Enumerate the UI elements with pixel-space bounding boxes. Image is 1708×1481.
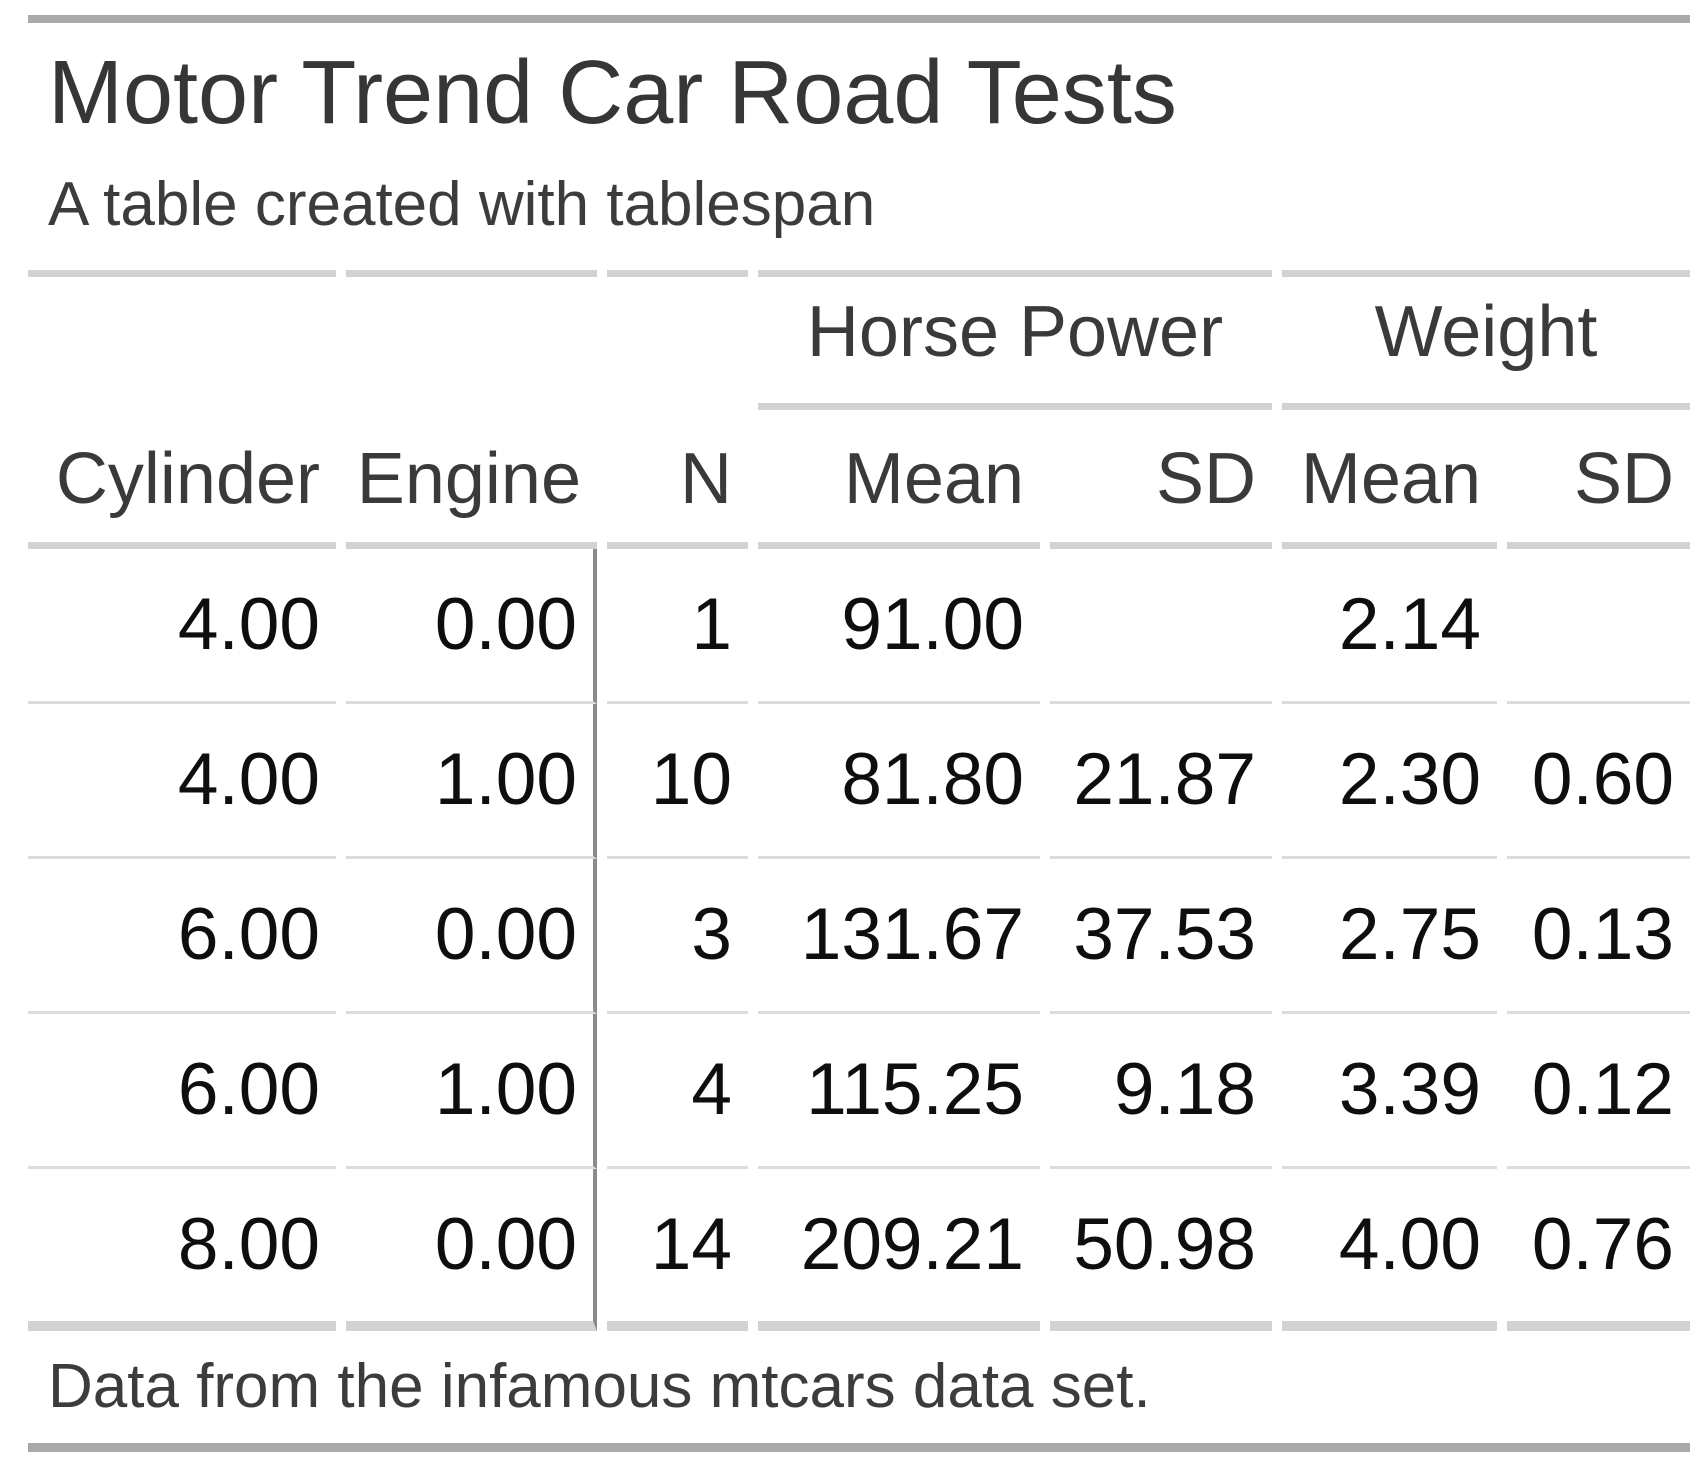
cell-wt-sd: 0.60 <box>1507 704 1690 859</box>
cell-hp-sd: 9.18 <box>1050 1014 1272 1169</box>
cell-hp-mean: 81.80 <box>758 704 1040 859</box>
table-footnote-block: Data from the infamous mtcars data set. <box>28 1331 1690 1452</box>
spanner-row: Horse Power Weight <box>28 270 1690 410</box>
cell-hp-sd <box>1050 549 1272 704</box>
cell-cylinder: 4.00 <box>28 549 336 704</box>
spanner-spacer <box>607 270 748 410</box>
mtcars-summary-table: Motor Trend Car Road Tests A table creat… <box>18 15 1700 1452</box>
cell-wt-sd: 0.12 <box>1507 1014 1690 1169</box>
cell-n: 3 <box>607 859 748 1014</box>
cell-engine: 0.00 <box>346 859 597 1014</box>
cell-n: 1 <box>607 549 748 704</box>
table-title: Motor Trend Car Road Tests <box>28 15 1690 145</box>
cell-n: 10 <box>607 704 748 859</box>
cell-hp-mean: 209.21 <box>758 1169 1040 1331</box>
page: { "table": { "title": "Motor Trend Car R… <box>0 15 1708 1481</box>
column-header-engine: Engine <box>346 410 597 549</box>
table-footnote: Data from the infamous mtcars data set. <box>28 1331 1690 1452</box>
cell-engine: 0.00 <box>346 1169 597 1331</box>
cell-n: 4 <box>607 1014 748 1169</box>
cell-cylinder: 6.00 <box>28 1014 336 1169</box>
table-row: 6.00 1.00 4 115.25 9.18 3.39 0.12 <box>28 1014 1690 1169</box>
cell-hp-sd: 21.87 <box>1050 704 1272 859</box>
cell-wt-mean: 4.00 <box>1282 1169 1497 1331</box>
cell-wt-mean: 2.30 <box>1282 704 1497 859</box>
column-header-row: Cylinder Engine N Mean SD Mean SD <box>28 410 1690 549</box>
column-header-n: N <box>607 410 748 549</box>
table-row: 4.00 1.00 10 81.80 21.87 2.30 0.60 <box>28 704 1690 859</box>
spanner-weight: Weight <box>1282 270 1690 410</box>
table-header-block: Motor Trend Car Road Tests <box>28 15 1690 145</box>
column-header-hp-mean: Mean <box>758 410 1040 549</box>
cell-wt-mean: 2.14 <box>1282 549 1497 704</box>
cell-hp-mean: 91.00 <box>758 549 1040 704</box>
table-row: 6.00 0.00 3 131.67 37.53 2.75 0.13 <box>28 859 1690 1014</box>
cell-engine: 1.00 <box>346 704 597 859</box>
column-header-wt-mean: Mean <box>1282 410 1497 549</box>
table-subtitle-block: A table created with tablespan <box>28 145 1690 270</box>
cell-wt-mean: 3.39 <box>1282 1014 1497 1169</box>
table-row: 8.00 0.00 14 209.21 50.98 4.00 0.76 <box>28 1169 1690 1331</box>
cell-wt-sd: 0.13 <box>1507 859 1690 1014</box>
column-header-wt-sd: SD <box>1507 410 1690 549</box>
spanner-spacer <box>28 270 336 410</box>
cell-cylinder: 8.00 <box>28 1169 336 1331</box>
table-row: 4.00 0.00 1 91.00 2.14 <box>28 549 1690 704</box>
table-subtitle: A table created with tablespan <box>48 170 876 239</box>
cell-n: 14 <box>607 1169 748 1331</box>
cell-hp-mean: 115.25 <box>758 1014 1040 1169</box>
cell-hp-mean: 131.67 <box>758 859 1040 1014</box>
spanner-horse-power: Horse Power <box>758 270 1272 410</box>
column-header-cylinder: Cylinder <box>28 410 336 549</box>
cell-engine: 0.00 <box>346 549 597 704</box>
cell-wt-sd: 0.76 <box>1507 1169 1690 1331</box>
cell-hp-sd: 37.53 <box>1050 859 1272 1014</box>
cell-cylinder: 6.00 <box>28 859 336 1014</box>
spanner-spacer <box>346 270 597 410</box>
cell-wt-mean: 2.75 <box>1282 859 1497 1014</box>
cell-cylinder: 4.00 <box>28 704 336 859</box>
column-header-hp-sd: SD <box>1050 410 1272 549</box>
cell-hp-sd: 50.98 <box>1050 1169 1272 1331</box>
cell-engine: 1.00 <box>346 1014 597 1169</box>
cell-wt-sd <box>1507 549 1690 704</box>
